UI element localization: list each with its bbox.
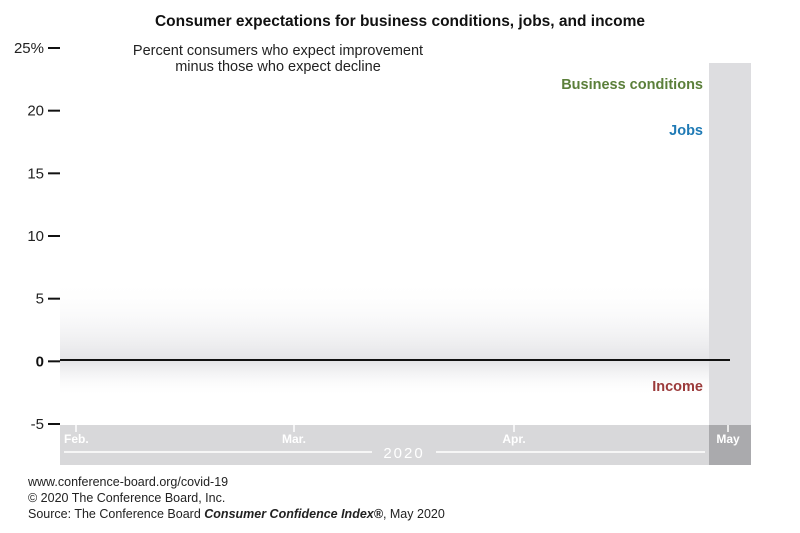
chart-title: Consumer expectations for business condi… [155, 13, 645, 30]
x-axis-band [60, 425, 709, 465]
highlight-band-may [709, 63, 751, 425]
x-tick-label: Mar. [282, 432, 306, 446]
shade-below-zero [60, 361, 710, 397]
x-tick-label: May [716, 432, 740, 446]
y-tick-label: 10 [27, 228, 44, 245]
x-tick-label: Apr. [502, 432, 525, 446]
y-tick-label: 25% [14, 40, 44, 57]
series-label-business-conditions: Business conditions [561, 77, 703, 93]
y-tick-label: 15 [27, 165, 44, 182]
footer-source-title: Consumer Confidence Index® [204, 507, 383, 521]
footer-url[interactable]: www.conference-board.org/covid-19 [28, 475, 229, 489]
y-tick-label: 5 [36, 291, 44, 308]
y-axis: 25% 20 15 10 5 0 -5 [14, 40, 60, 433]
shade-above-zero [60, 280, 710, 360]
footer: www.conference-board.org/covid-19 © 2020… [28, 474, 445, 522]
year-label: 2020 [383, 445, 424, 462]
series-label-income: Income [652, 379, 703, 395]
footer-copyright: © 2020 The Conference Board, Inc. [28, 491, 226, 505]
series-label-jobs: Jobs [669, 123, 703, 139]
x-tick-label: Feb. [64, 432, 89, 446]
chart-subtitle-line1: Percent consumers who expect improvement [133, 43, 423, 59]
x-axis: Feb. Mar. Apr. May [64, 425, 740, 446]
footer-source-suffix: , May 2020 [382, 507, 445, 521]
x-axis-band-may [709, 425, 751, 465]
y-tick-label: 20 [27, 103, 44, 120]
y-tick-label: -5 [31, 416, 44, 433]
footer-source: Source: The Conference Board Consumer Co… [28, 506, 445, 522]
footer-source-prefix: Source: The Conference Board [28, 507, 205, 521]
y-tick-label: 0 [36, 353, 44, 370]
chart-subtitle-line2: minus those who expect decline [175, 59, 381, 75]
chart: Consumer expectations for business condi… [14, 13, 751, 465]
